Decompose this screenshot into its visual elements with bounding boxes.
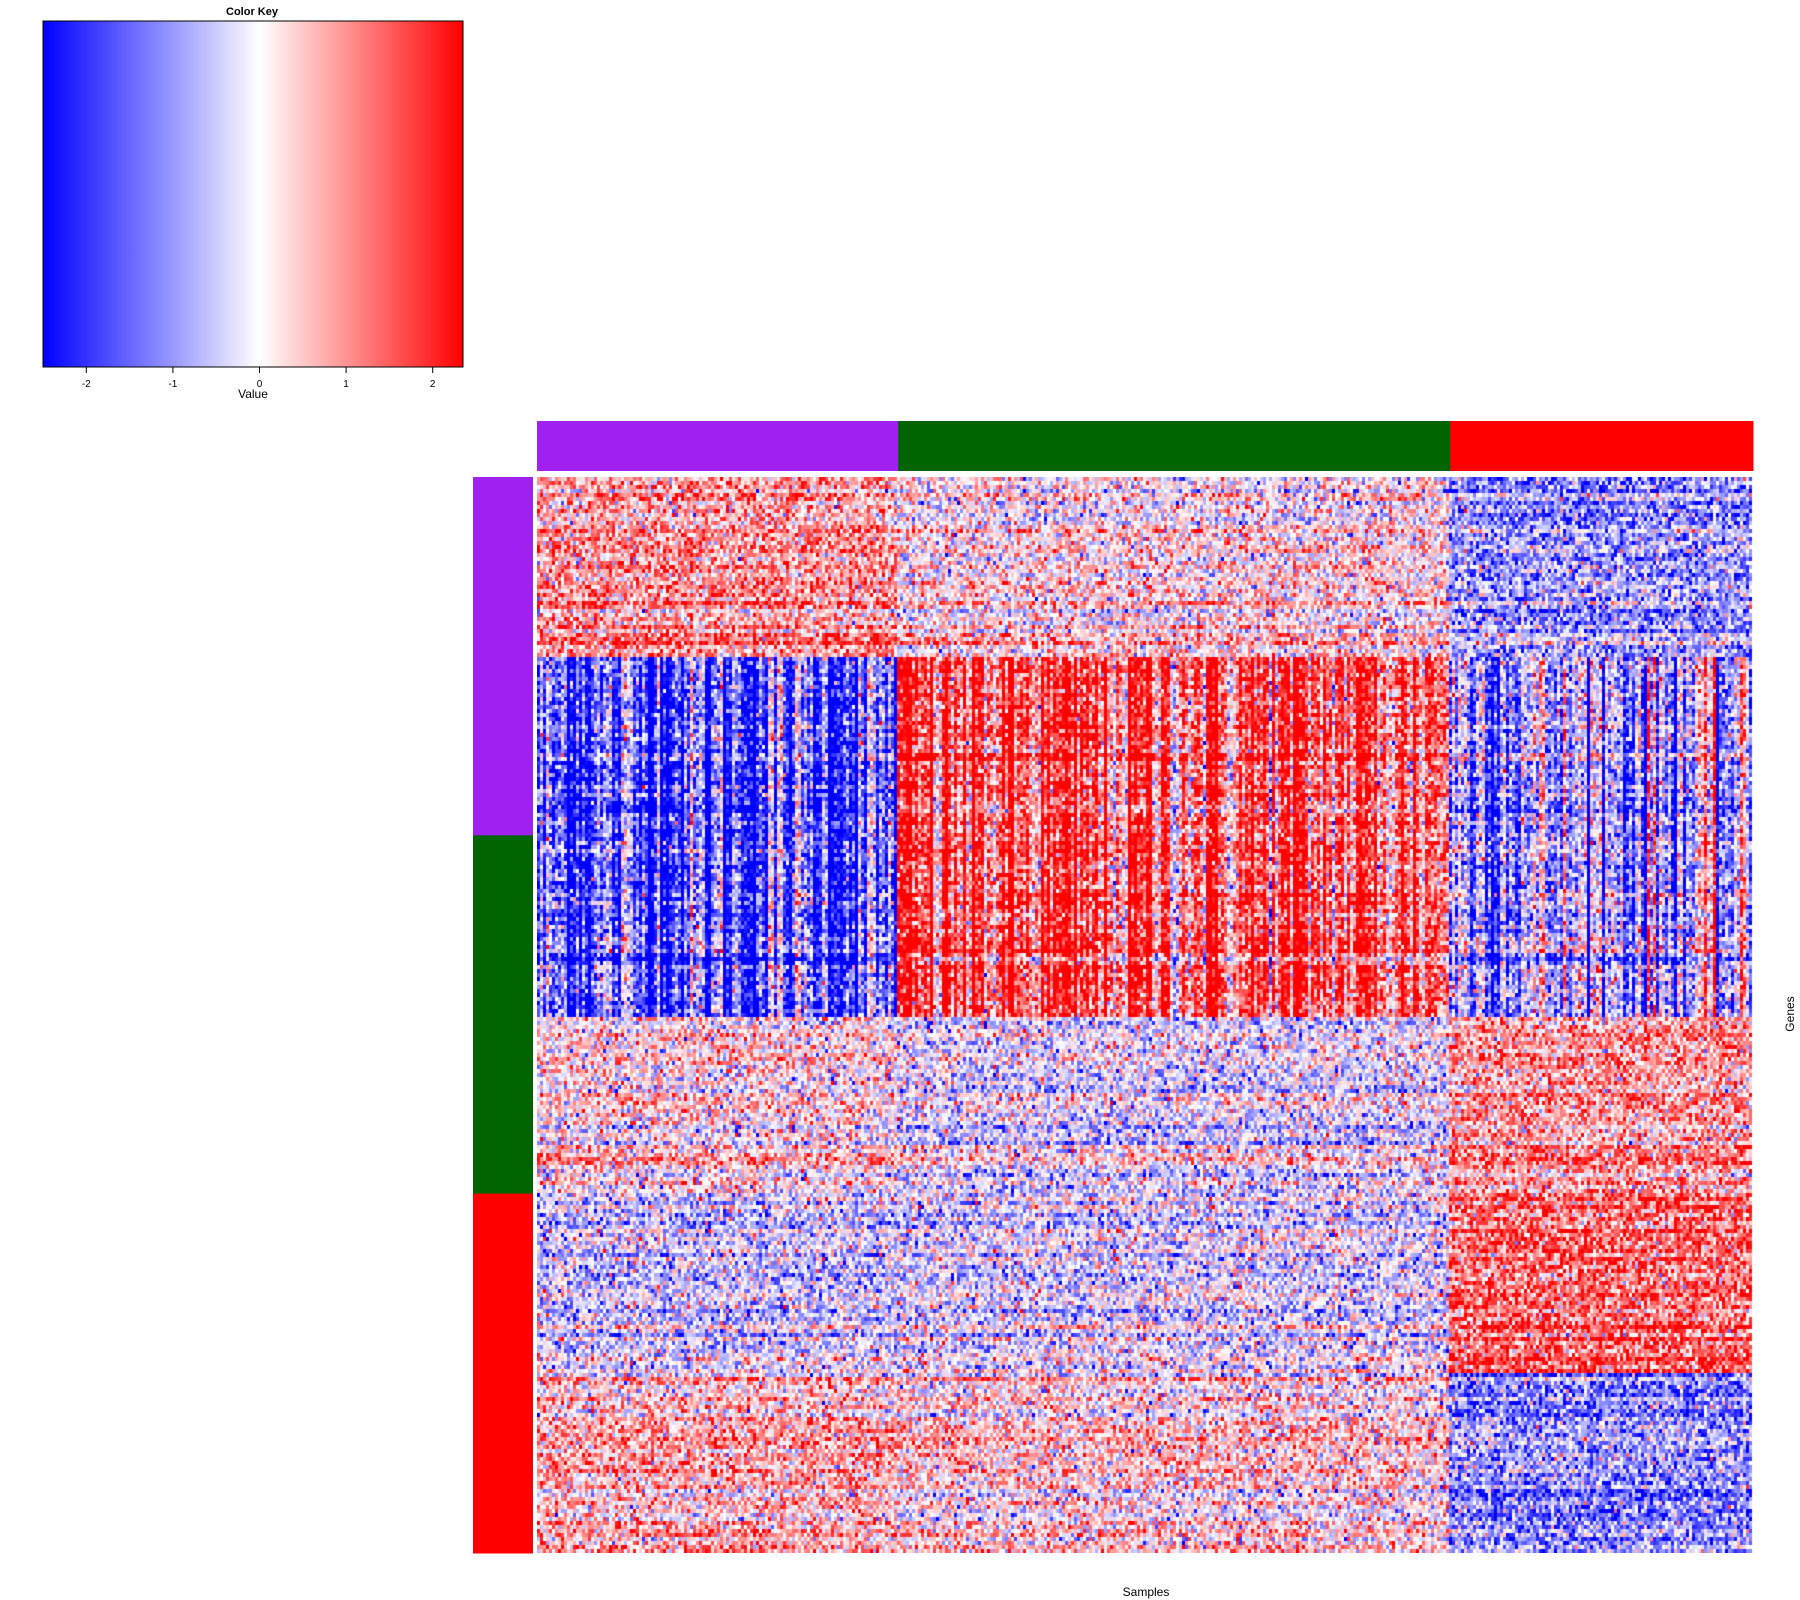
row-group-bar-purple bbox=[473, 477, 533, 836]
row-side-colors bbox=[473, 477, 533, 1554]
x-axis-label: Samples bbox=[1123, 1585, 1170, 1599]
color-key: Color Key -2 -1 0 1 2 Value bbox=[42, 6, 464, 401]
color-key-tick-label: 0 bbox=[257, 379, 263, 390]
color-key-tick-label: 1 bbox=[343, 379, 349, 390]
color-key-axis: -2 -1 0 1 2 bbox=[82, 367, 436, 390]
color-key-tick-label: -2 bbox=[82, 379, 91, 390]
column-group-bar-purple bbox=[537, 421, 899, 471]
y-axis-label: Genes bbox=[1783, 996, 1797, 1031]
color-key-xlabel: Value bbox=[238, 387, 268, 401]
row-group-bar-red bbox=[473, 1193, 533, 1554]
color-key-title: Color Key bbox=[226, 6, 279, 18]
column-side-colors bbox=[537, 421, 1754, 471]
row-group-bar-darkgreen bbox=[473, 835, 533, 1195]
color-key-gradient bbox=[42, 20, 464, 368]
column-group-bar-darkgreen bbox=[898, 421, 1451, 471]
heatmap-matrix bbox=[537, 477, 1753, 1553]
column-group-bar-red bbox=[1450, 421, 1754, 471]
color-key-tick-label: 2 bbox=[430, 379, 436, 390]
color-key-tick-label: -1 bbox=[168, 379, 177, 390]
